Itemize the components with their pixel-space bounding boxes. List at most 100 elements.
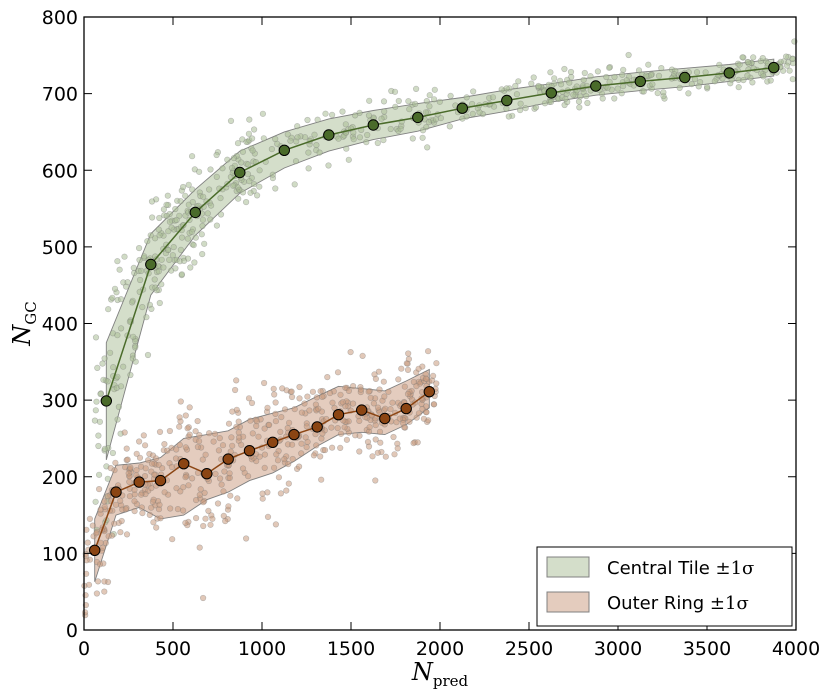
scatter-point-central-tile <box>783 62 791 69</box>
scatter-point-central-tile <box>777 58 784 66</box>
scatter-point-outer-ring <box>93 530 100 537</box>
mean-marker-central-tile <box>768 61 780 74</box>
scatter-point-outer-ring <box>207 521 214 528</box>
scatter-point-outer-ring <box>289 455 296 463</box>
scatter-point-central-tile <box>166 218 173 225</box>
scatter-point-central-tile <box>374 139 381 147</box>
scatter-point-central-tile <box>147 232 154 239</box>
mean-marker-central-tile <box>590 80 602 92</box>
scatter-point-outer-ring <box>291 406 298 413</box>
y-tick-label: 0 <box>66 620 78 642</box>
scatter-point-outer-ring <box>149 498 156 505</box>
scatter-point-central-tile <box>447 92 454 99</box>
scatter-point-outer-ring <box>271 464 278 471</box>
scatter-point-central-tile <box>117 325 125 332</box>
scatter-point-central-tile <box>132 344 139 351</box>
y-tick-label: 800 <box>42 7 78 29</box>
scatter-point-central-tile <box>243 199 250 206</box>
scatter-point-outer-ring <box>186 431 193 438</box>
scatter-point-central-tile <box>567 68 575 76</box>
scatter-point-central-tile <box>99 360 106 367</box>
scatter-point-central-tile <box>246 116 253 123</box>
scatter-point-central-tile <box>206 186 213 193</box>
scatter-point-central-tile <box>716 61 723 68</box>
scatter-point-central-tile <box>217 195 224 202</box>
scatter-point-outer-ring <box>150 519 157 526</box>
scatter-point-central-tile <box>165 246 172 254</box>
scatter-point-central-tile <box>381 108 388 115</box>
scatter-point-central-tile <box>294 134 301 141</box>
y-tick-label: 300 <box>42 390 78 412</box>
scatter-point-central-tile <box>104 378 111 385</box>
scatter-point-outer-ring <box>157 515 164 522</box>
scatter-point-central-tile <box>426 92 433 99</box>
scatter-point-outer-ring <box>372 477 379 484</box>
scatter-point-central-tile <box>92 334 100 341</box>
mean-marker-central-tile <box>412 111 424 124</box>
scatter-point-central-tile <box>649 81 656 88</box>
scatter-point-central-tile <box>148 305 155 313</box>
scatter-point-outer-ring <box>296 383 303 391</box>
scatter-point-central-tile <box>213 222 220 229</box>
scatter-point-central-tile <box>541 100 549 107</box>
scatter-point-outer-ring <box>194 418 201 425</box>
scatter-point-outer-ring <box>256 453 263 460</box>
y-axis-label: NGC <box>8 301 40 346</box>
scatter-point-outer-ring <box>398 365 405 372</box>
scatter-point-central-tile <box>580 76 587 83</box>
scatter-point-outer-ring <box>243 535 250 542</box>
scatter-point-central-tile <box>190 242 197 249</box>
scatter-point-outer-ring <box>245 395 253 402</box>
scatter-point-outer-ring <box>341 424 348 431</box>
y-tick-label: 700 <box>42 84 78 106</box>
scatter-point-central-tile <box>130 264 137 272</box>
scatter-point-outer-ring <box>164 447 171 454</box>
scatter-point-outer-ring <box>112 459 119 466</box>
scatter-point-central-tile <box>173 216 180 224</box>
scatter-point-central-tile <box>172 205 179 213</box>
scatter-point-central-tile <box>329 111 336 118</box>
scatter-point-outer-ring <box>153 524 160 531</box>
scatter-point-outer-ring <box>350 383 357 390</box>
scatter-point-outer-ring <box>253 418 260 425</box>
scatter-point-central-tile <box>703 83 711 90</box>
mean-marker-central-tile <box>634 75 646 88</box>
scatter-point-outer-ring <box>182 474 189 481</box>
scatter-point-central-tile <box>131 269 138 277</box>
scatter-point-central-tile <box>643 72 650 79</box>
scatter-point-outer-ring <box>389 399 396 406</box>
scatter-point-central-tile <box>163 212 170 219</box>
scatter-point-outer-ring <box>285 480 292 487</box>
scatter-point-central-tile <box>604 84 611 91</box>
scatter-point-central-tile <box>245 161 252 168</box>
scatter-point-central-tile <box>412 100 419 107</box>
scatter-point-central-tile <box>219 165 226 172</box>
scatter-point-central-tile <box>230 182 237 189</box>
scatter-point-central-tile <box>365 112 373 119</box>
scatter-point-central-tile <box>363 139 370 146</box>
scatter-point-central-tile <box>459 115 466 122</box>
scatter-point-central-tile <box>419 134 426 141</box>
scatter-point-central-tile <box>304 116 311 124</box>
error-bands <box>94 58 775 582</box>
scatter-point-outer-ring <box>261 464 268 472</box>
mean-marker-outer-ring <box>201 468 213 480</box>
scatter-point-outer-ring <box>192 428 199 435</box>
scatter-point-central-tile <box>515 78 522 85</box>
scatter-point-outer-ring <box>272 521 280 528</box>
scatter-point-outer-ring <box>376 428 384 435</box>
scatter-point-central-tile <box>517 100 524 107</box>
scatter-point-central-tile <box>114 258 121 265</box>
scatter-point-outer-ring <box>123 531 131 538</box>
scatter-point-outer-ring <box>359 352 366 360</box>
scatter-point-central-tile <box>256 183 263 190</box>
scatter-point-outer-ring <box>372 375 380 383</box>
scatter-point-outer-ring <box>166 427 173 435</box>
scatter-point-outer-ring <box>199 456 206 463</box>
scatter-point-outer-ring <box>430 372 437 380</box>
scatter-point-central-tile <box>380 137 387 144</box>
scatter-point-outer-ring <box>196 432 203 439</box>
scatter-point-central-tile <box>182 192 189 199</box>
scatter-point-central-tile <box>260 135 267 142</box>
scatter-point-central-tile <box>287 137 294 144</box>
